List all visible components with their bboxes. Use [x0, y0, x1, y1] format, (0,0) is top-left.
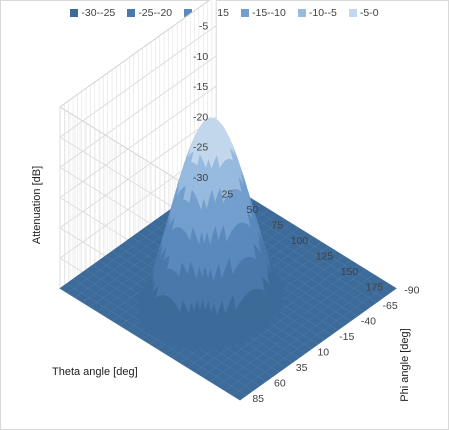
- z-tick-label: -30: [193, 172, 208, 184]
- legend-swatch: [70, 9, 79, 17]
- z-axis-title: Attenuation [dB]: [31, 166, 43, 244]
- legend-item-4: -10--5: [297, 7, 337, 19]
- phi-tick-label: -90: [404, 284, 419, 296]
- legend-swatch: [184, 9, 193, 17]
- surface-patch: [166, 340, 173, 347]
- phi-tick-label: 60: [274, 377, 286, 389]
- z-tick-label: -5: [199, 21, 208, 33]
- surface-patch: [238, 336, 246, 343]
- surface-patch: [194, 338, 202, 351]
- surface-patch: [228, 339, 235, 347]
- theta-tick-label: 175: [366, 281, 384, 293]
- z-tick-label: -25: [193, 142, 208, 154]
- legend-item-1: -25--20: [127, 7, 172, 19]
- surface-patch: [219, 339, 227, 349]
- surface-mesh: [136, 117, 286, 351]
- floor-gridline: [59, 288, 241, 401]
- legend-item-0: -30--25: [70, 7, 115, 19]
- phi-tick-label: -15: [339, 331, 354, 343]
- legend-label: -30--25: [81, 7, 116, 19]
- surface-patch: [200, 338, 207, 351]
- axis-ticks: 0 -5 -10 -15 -20 -25 -30 25 50 75 100 125 150 175 85 60…: [193, 0, 420, 405]
- z-tick-label: -15: [193, 81, 208, 93]
- theta-tick-label: 100: [291, 235, 309, 247]
- legend-swatch: [348, 9, 357, 17]
- z-tick-label: 0: [202, 0, 208, 2]
- legend-item-3: -15--10: [241, 7, 286, 19]
- y-axis-title: Phi angle [deg]: [399, 328, 411, 401]
- theta-tick-label: 25: [222, 188, 234, 200]
- theta-tick-label: 125: [316, 250, 334, 262]
- surface-patch: [211, 342, 218, 351]
- theta-tick-label: 75: [272, 219, 284, 231]
- phi-tick-label: -40: [361, 315, 376, 327]
- phi-tick-label: -65: [383, 300, 398, 312]
- surface-patch: [175, 339, 182, 349]
- phi-tick-label: 35: [296, 362, 308, 374]
- surface-patch: [183, 342, 190, 351]
- surface-patch: [189, 339, 196, 351]
- surface-patch: [206, 340, 213, 351]
- theta-tick-label: 150: [341, 266, 359, 278]
- legend-item-5: -5-0: [348, 7, 379, 19]
- legend-swatch: [127, 9, 136, 17]
- z-tick-label: -20: [193, 111, 208, 123]
- theta-tick-label: 50: [247, 204, 259, 216]
- floor-gridline: [66, 283, 247, 396]
- legend-swatch: [241, 9, 249, 17]
- legend: -30--25 -25--20 -20--15 -15--10 -10--5 -…: [0, 7, 449, 19]
- legend-swatch: [297, 9, 306, 17]
- x-axis-title: Theta angle [deg]: [52, 366, 138, 378]
- legend-label: -10--5: [308, 7, 337, 19]
- z-tick-label: -10: [193, 51, 208, 63]
- legend-label: -5-0: [359, 7, 379, 19]
- legend-label: -15--10: [252, 7, 286, 19]
- phi-tick-label: 85: [252, 393, 264, 405]
- phi-tick-label: 10: [317, 346, 329, 358]
- legend-label: -25--20: [138, 7, 173, 19]
